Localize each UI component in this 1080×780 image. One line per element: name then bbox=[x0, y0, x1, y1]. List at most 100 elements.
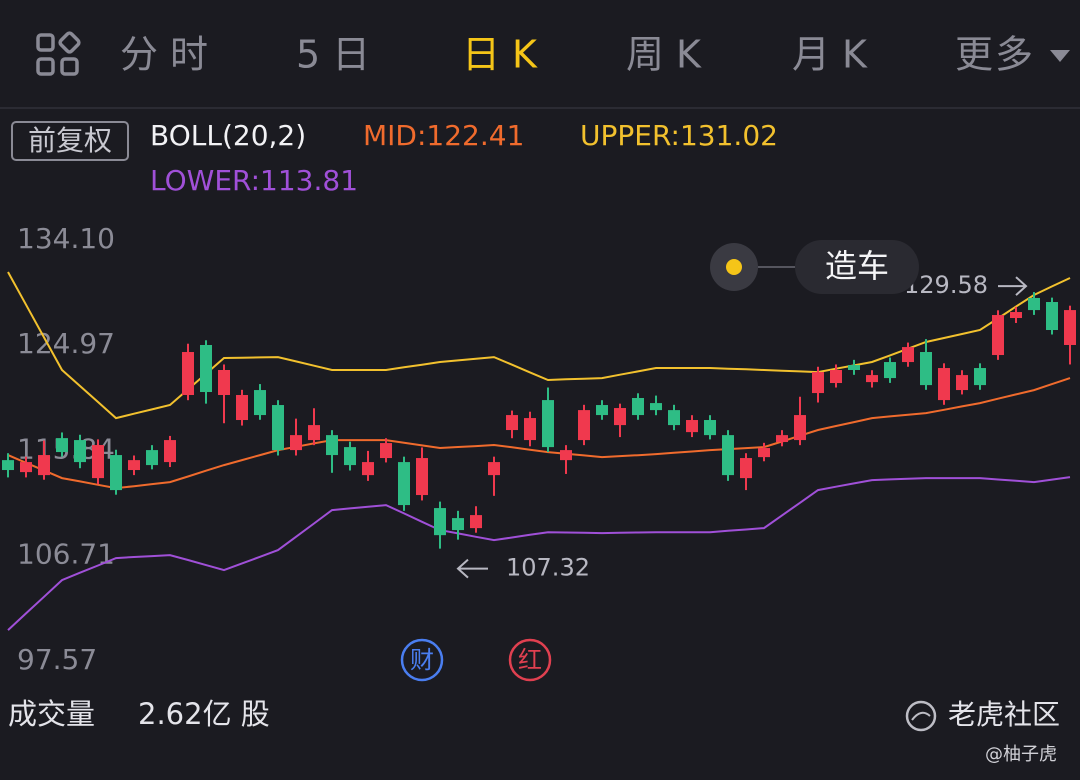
tab[interactable]: 5日 bbox=[296, 33, 382, 77]
candle-body bbox=[560, 450, 572, 461]
candle-body bbox=[236, 395, 248, 421]
event-label[interactable]: 红 bbox=[518, 646, 542, 674]
brand: 老虎社区 bbox=[948, 698, 1060, 731]
y-tick-label: 124.97 bbox=[17, 327, 115, 360]
y-tick-label: 134.10 bbox=[17, 222, 115, 255]
brand-logo-stroke bbox=[911, 711, 931, 721]
max-label: 129.58 bbox=[904, 271, 988, 299]
note-text[interactable]: 造车 bbox=[825, 247, 889, 285]
candle-body bbox=[632, 398, 644, 416]
band-line bbox=[7, 377, 1071, 490]
candle-body bbox=[956, 375, 968, 391]
event-icon[interactable] bbox=[508, 638, 552, 682]
candle-body bbox=[272, 405, 284, 451]
max-arrow bbox=[998, 276, 1028, 296]
candle-body bbox=[848, 365, 860, 370]
candle-body bbox=[146, 450, 158, 466]
candle-body bbox=[776, 435, 788, 443]
note-dot bbox=[726, 259, 742, 275]
tab[interactable]: 分时 bbox=[120, 33, 220, 77]
candle-body bbox=[794, 415, 806, 441]
brand-logo bbox=[905, 700, 937, 732]
event-icon[interactable] bbox=[400, 638, 444, 682]
candle-body bbox=[56, 438, 68, 453]
note-pill[interactable] bbox=[795, 240, 919, 294]
candle-body bbox=[164, 440, 176, 463]
candle-body bbox=[884, 362, 896, 379]
candle-body bbox=[398, 462, 410, 506]
candle-body bbox=[704, 420, 716, 436]
candle-body bbox=[920, 352, 932, 386]
candle-body bbox=[1010, 312, 1022, 319]
candle-body bbox=[992, 315, 1004, 356]
candle-body bbox=[128, 460, 140, 471]
min-arrow bbox=[456, 558, 488, 579]
candle-body bbox=[650, 403, 662, 411]
candle-body bbox=[218, 369, 230, 396]
candle-body bbox=[20, 462, 32, 473]
candle-body bbox=[668, 410, 680, 426]
candle-body bbox=[578, 410, 590, 441]
candle-body bbox=[308, 425, 320, 441]
candle-body bbox=[290, 435, 302, 451]
tab[interactable]: 周K bbox=[626, 33, 713, 77]
candle-body bbox=[416, 458, 428, 496]
candle-body bbox=[1028, 297, 1040, 311]
candle-body bbox=[2, 460, 14, 471]
adjust-box[interactable] bbox=[11, 121, 129, 161]
candle-body bbox=[830, 369, 842, 384]
event-label[interactable]: 财 bbox=[410, 646, 434, 674]
grid-icon[interactable] bbox=[36, 31, 81, 76]
candle-body bbox=[506, 415, 518, 431]
indicator-upper: UPPER:131.02 bbox=[580, 119, 778, 152]
candle-body bbox=[758, 448, 770, 458]
candle-body bbox=[434, 508, 446, 536]
candle-body bbox=[380, 443, 392, 459]
icon-square bbox=[60, 57, 79, 76]
indicator-mid: MID:122.41 bbox=[363, 119, 524, 152]
candle-body bbox=[38, 455, 50, 476]
volume-label: 成交量 bbox=[8, 697, 95, 731]
indicator-name: BOLL(20,2) bbox=[150, 119, 306, 152]
candle-body bbox=[200, 344, 212, 393]
candle-body bbox=[686, 420, 698, 433]
candle-body bbox=[740, 458, 752, 479]
y-tick-label: 106.71 bbox=[17, 538, 115, 571]
plot: 134.10124.97115.84106.7197.57129.58107.3… bbox=[2, 222, 1076, 676]
candle-body bbox=[452, 518, 464, 531]
candle-body bbox=[254, 390, 266, 416]
candle-body bbox=[722, 435, 734, 476]
candle-body bbox=[866, 375, 878, 383]
candle-body bbox=[938, 368, 950, 401]
indicator-lower: LOWER:113.81 bbox=[150, 164, 358, 197]
band-line bbox=[7, 476, 1071, 631]
candle-body bbox=[182, 352, 194, 396]
icon-square bbox=[58, 31, 81, 54]
candle-body bbox=[902, 347, 914, 363]
candle-body bbox=[74, 440, 86, 463]
tab-active[interactable]: 日K bbox=[462, 33, 549, 77]
candle-body bbox=[542, 400, 554, 448]
candle-body bbox=[344, 447, 356, 466]
candle-body bbox=[1064, 310, 1076, 345]
candle-body bbox=[470, 515, 482, 529]
tab[interactable]: 更多 bbox=[955, 33, 1035, 77]
candle-body bbox=[362, 462, 374, 476]
candle-body bbox=[1046, 302, 1058, 331]
candle-body bbox=[488, 462, 500, 476]
candle-body bbox=[812, 372, 824, 394]
y-tick-label: 97.57 bbox=[17, 643, 97, 676]
candle-body bbox=[524, 418, 536, 441]
candle-body bbox=[326, 435, 338, 456]
icon-square bbox=[36, 33, 55, 52]
candle-body bbox=[596, 405, 608, 416]
candle-body bbox=[614, 408, 626, 426]
min-label: 107.32 bbox=[506, 554, 590, 582]
icon-square bbox=[36, 57, 55, 76]
dropdown-arrow bbox=[1050, 50, 1070, 62]
tab[interactable]: 月K bbox=[792, 33, 879, 77]
adjust-label[interactable]: 前复权 bbox=[28, 124, 112, 157]
